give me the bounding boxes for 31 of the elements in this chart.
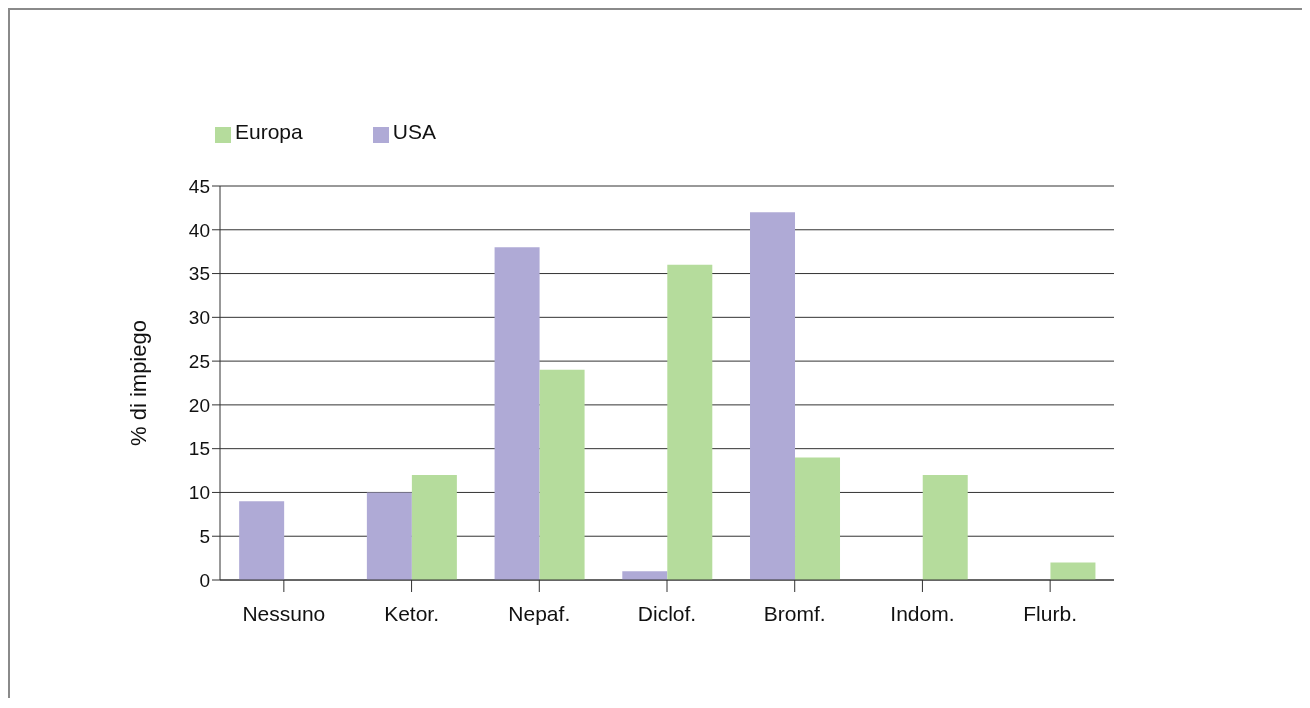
y-tick-label: 20 bbox=[188, 394, 210, 416]
bar bbox=[411, 474, 457, 580]
bar bbox=[366, 492, 412, 580]
bar bbox=[622, 571, 668, 580]
bar bbox=[922, 474, 968, 580]
bar bbox=[239, 501, 285, 580]
x-tick-label: Diclof. bbox=[637, 601, 697, 625]
bar bbox=[539, 369, 585, 580]
bar bbox=[750, 212, 796, 580]
bar bbox=[494, 247, 540, 580]
y-tick-label: 25 bbox=[188, 350, 210, 372]
bar bbox=[795, 457, 841, 580]
y-tick-label: 30 bbox=[188, 307, 210, 329]
x-tick-label: Indom. bbox=[890, 601, 955, 625]
y-tick-label: 40 bbox=[188, 219, 210, 241]
y-axis-title: % di impiego bbox=[125, 320, 151, 446]
x-tick-label: Flurb. bbox=[1023, 601, 1077, 625]
y-tick-label: 35 bbox=[188, 263, 210, 285]
x-tick-label: Nessuno bbox=[242, 601, 326, 625]
bar bbox=[667, 264, 713, 580]
x-tick-label: Nepaf. bbox=[508, 601, 571, 625]
x-tick-label: Bromf. bbox=[763, 601, 826, 625]
legend-label: USA bbox=[392, 120, 436, 143]
legend-label: Europa bbox=[235, 120, 303, 143]
y-tick-label: 5 bbox=[199, 525, 210, 547]
y-tick-label: 45 bbox=[188, 175, 210, 197]
y-tick-label: 10 bbox=[188, 482, 210, 504]
x-tick-label: Ketor. bbox=[384, 601, 440, 625]
y-tick-label: 0 bbox=[199, 569, 210, 591]
bar bbox=[1050, 562, 1096, 580]
y-tick-label: 15 bbox=[188, 438, 210, 460]
